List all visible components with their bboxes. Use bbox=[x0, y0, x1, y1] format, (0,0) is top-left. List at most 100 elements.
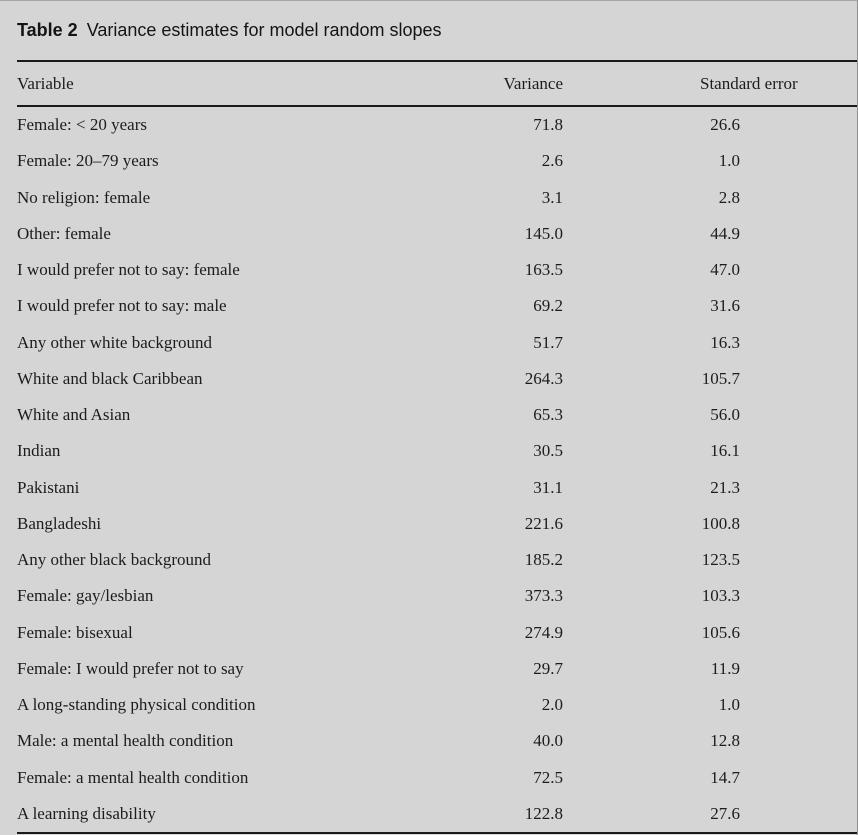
column-header-variance: Variance bbox=[443, 60, 563, 107]
table-title-text: Variance estimates for model random slop… bbox=[86, 20, 442, 40]
row-standard-error: 31.6 bbox=[710, 296, 740, 316]
row-standard-error: 100.8 bbox=[701, 513, 740, 533]
row-spacer bbox=[740, 795, 857, 835]
row-variance: 3.1 bbox=[541, 187, 563, 207]
row-variance: 69.2 bbox=[533, 296, 563, 316]
row-standard-error: 1.0 bbox=[718, 151, 740, 171]
row-standard-error: 21.3 bbox=[710, 477, 740, 497]
row-standard-error: 2.8 bbox=[718, 187, 740, 207]
row-standard-error: 27.6 bbox=[563, 795, 740, 835]
row-label: Female: I would prefer not to say bbox=[17, 658, 244, 678]
row-variance: 163.5 bbox=[524, 260, 563, 280]
table-row: I would prefer not to say: male 69.2 31.… bbox=[17, 288, 857, 324]
header-row: Variable Variance Standard error bbox=[17, 60, 857, 107]
table-row: Female: 20–79 years 2.6 1.0 bbox=[17, 143, 857, 179]
row-standard-error: 47.0 bbox=[710, 260, 740, 280]
row-standard-error: 123.5 bbox=[701, 550, 740, 570]
row-variance: 122.8 bbox=[443, 795, 563, 835]
table-row: Other: female 145.0 44.9 bbox=[17, 216, 857, 252]
row-spacer bbox=[740, 687, 857, 723]
row-label: Any other white background bbox=[17, 332, 212, 352]
row-spacer bbox=[740, 723, 857, 759]
row-standard-error: 105.7 bbox=[701, 368, 740, 388]
row-label: A long-standing physical condition bbox=[17, 695, 256, 715]
row-standard-error: 16.3 bbox=[710, 332, 740, 352]
row-variance: 185.2 bbox=[524, 550, 563, 570]
row-label: Indian bbox=[17, 441, 61, 461]
row-spacer bbox=[740, 506, 857, 542]
row-label: No religion: female bbox=[17, 187, 151, 207]
row-standard-error: 16.1 bbox=[710, 441, 740, 461]
row-variance: 72.5 bbox=[533, 767, 563, 787]
row-variance: 71.8 bbox=[533, 115, 563, 135]
row-spacer bbox=[740, 288, 857, 324]
row-variance: 51.7 bbox=[533, 332, 563, 352]
row-standard-error: 14.7 bbox=[710, 767, 740, 787]
row-spacer bbox=[740, 106, 857, 143]
table-row: Female: a mental health condition 72.5 1… bbox=[17, 760, 857, 796]
table-title: Table 2 Variance estimates for model rand… bbox=[17, 17, 857, 43]
row-standard-error: 11.9 bbox=[710, 658, 740, 678]
column-header-variable: Variable bbox=[17, 60, 443, 107]
row-label: Female: 20–79 years bbox=[17, 151, 159, 171]
row-variance: 274.9 bbox=[524, 622, 563, 642]
table-row: Female: bisexual 274.9 105.6 bbox=[17, 615, 857, 651]
table-row: Female: < 20 years 71.8 26.6 bbox=[17, 106, 857, 143]
column-header-standard-error: Standard error bbox=[563, 60, 857, 107]
row-spacer bbox=[740, 216, 857, 252]
table-row: Male: a mental health condition 40.0 12.… bbox=[17, 723, 857, 759]
row-spacer bbox=[740, 615, 857, 651]
variance-table: Variable Variance Standard error Female:… bbox=[17, 60, 857, 835]
table-body: Female: < 20 years 71.8 26.6 Female: 20–… bbox=[17, 106, 857, 835]
table-row: A long-standing physical condition 2.0 1… bbox=[17, 687, 857, 723]
row-spacer bbox=[740, 433, 857, 469]
row-label: Female: gay/lesbian bbox=[17, 586, 154, 606]
row-spacer bbox=[740, 542, 857, 578]
row-standard-error: 56.0 bbox=[710, 405, 740, 425]
row-variance: 29.7 bbox=[533, 658, 563, 678]
table-row: Indian 30.5 16.1 bbox=[17, 433, 857, 469]
table-row: A learning disability 122.8 27.6 bbox=[17, 795, 857, 835]
table-row: White and black Caribbean 264.3 105.7 bbox=[17, 361, 857, 397]
row-variance: 221.6 bbox=[524, 513, 563, 533]
row-standard-error: 26.6 bbox=[710, 115, 740, 135]
row-standard-error: 1.0 bbox=[718, 695, 740, 715]
row-label: I would prefer not to say: male bbox=[17, 296, 227, 316]
row-spacer bbox=[740, 252, 857, 288]
row-label: Any other black background bbox=[17, 550, 212, 570]
row-label: Other: female bbox=[17, 223, 111, 243]
row-standard-error: 105.6 bbox=[701, 622, 740, 642]
row-label: I would prefer not to say: female bbox=[17, 260, 240, 280]
row-variance: 40.0 bbox=[533, 731, 563, 751]
row-standard-error: 12.8 bbox=[710, 731, 740, 751]
table-number-label: Table 2 bbox=[17, 20, 78, 40]
row-label: Female: < 20 years bbox=[17, 115, 147, 135]
row-label: Male: a mental health condition bbox=[17, 731, 234, 751]
row-label: Female: a mental health condition bbox=[17, 767, 249, 787]
table-row: Any other white background 51.7 16.3 bbox=[17, 325, 857, 361]
row-variance: 65.3 bbox=[533, 405, 563, 425]
row-label: White and Asian bbox=[17, 405, 131, 425]
table-row: I would prefer not to say: female 163.5 … bbox=[17, 252, 857, 288]
table-row: Any other black background 185.2 123.5 bbox=[17, 542, 857, 578]
row-spacer bbox=[740, 143, 857, 179]
row-spacer bbox=[740, 361, 857, 397]
row-spacer bbox=[740, 578, 857, 614]
row-label: A learning disability bbox=[17, 795, 443, 835]
row-standard-error: 44.9 bbox=[710, 223, 740, 243]
row-variance: 373.3 bbox=[524, 586, 563, 606]
row-spacer bbox=[740, 325, 857, 361]
row-label: Bangladeshi bbox=[17, 513, 102, 533]
row-variance: 30.5 bbox=[533, 441, 563, 461]
row-standard-error: 103.3 bbox=[701, 586, 740, 606]
table-row: No religion: female 3.1 2.8 bbox=[17, 180, 857, 216]
table-row: Pakistani 31.1 21.3 bbox=[17, 470, 857, 506]
row-variance: 2.0 bbox=[541, 695, 563, 715]
table-row: Bangladeshi 221.6 100.8 bbox=[17, 506, 857, 542]
row-variance: 264.3 bbox=[524, 368, 563, 388]
table-row: White and Asian 65.3 56.0 bbox=[17, 397, 857, 433]
table-row: Female: I would prefer not to say 29.7 1… bbox=[17, 651, 857, 687]
row-variance: 145.0 bbox=[524, 223, 563, 243]
row-spacer bbox=[740, 397, 857, 433]
table-header: Variable Variance Standard error bbox=[17, 60, 857, 107]
